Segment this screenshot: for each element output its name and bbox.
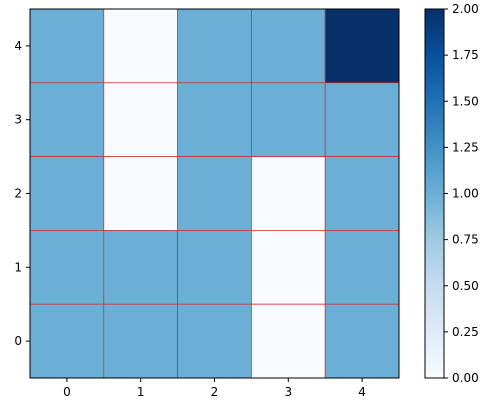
colorbar-tick-label: 0.00 — [452, 371, 479, 385]
x-tick-label: 3 — [284, 385, 292, 399]
heatmap-cell — [177, 230, 252, 305]
heatmap-cell — [324, 156, 400, 231]
heatmap-cell — [324, 230, 400, 305]
heatmap-cell — [324, 82, 400, 157]
heatmap-cell — [177, 82, 252, 157]
heatmap-cell — [251, 303, 326, 379]
heatmap-cell — [324, 8, 400, 84]
heatmap-cell — [103, 303, 178, 379]
heatmap-cell — [103, 82, 178, 157]
heatmap-cell — [251, 8, 326, 84]
y-tick-label: 3 — [14, 113, 22, 127]
heatmap-cell — [177, 156, 252, 231]
heatmap-cell — [29, 156, 105, 231]
heatmap-cell — [103, 230, 178, 305]
colorbar — [424, 8, 445, 379]
colorbar-tick-label: 2.00 — [452, 2, 479, 16]
heatmap-cell — [103, 8, 178, 84]
colorbar-tick-label: 1.50 — [452, 94, 479, 108]
heatmap-cells — [29, 8, 400, 379]
y-tick-label: 4 — [14, 39, 22, 53]
x-tick-label: 1 — [137, 385, 145, 399]
heatmap-cell — [177, 8, 252, 84]
y-tick-label: 0 — [14, 334, 22, 348]
colorbar-tick-label: 0.25 — [452, 325, 479, 339]
colorbar-tick-label: 1.25 — [452, 140, 479, 154]
heatmap-cell — [29, 230, 105, 305]
heatmap-cell — [29, 82, 105, 157]
x-tick-label: 4 — [358, 385, 366, 399]
heatmap-cell — [103, 156, 178, 231]
x-tick-label: 0 — [63, 385, 71, 399]
y-tick-label: 1 — [14, 260, 22, 274]
heatmap-cell — [29, 8, 105, 84]
y-tick-label: 2 — [14, 187, 22, 201]
x-tick-label: 2 — [211, 385, 219, 399]
x-axis-ticks: 0 1 2 3 4 — [63, 378, 366, 399]
heatmap-cell — [251, 230, 326, 305]
colorbar-tick-label: 1.75 — [452, 48, 479, 62]
y-axis-ticks: 0 1 2 3 4 — [14, 39, 30, 348]
heatmap-cell — [324, 303, 400, 379]
heatmap-cell — [251, 156, 326, 231]
heatmap-cell — [177, 303, 252, 379]
heatmap-cell — [29, 303, 105, 379]
colorbar-ticks: 0.00 0.25 0.50 0.75 1.00 1.25 1.50 1.75 2.00 — [444, 2, 479, 385]
colorbar-tick-label: 0.75 — [452, 233, 479, 247]
colorbar-tick-label: 1.00 — [452, 187, 479, 201]
heatmap-cell — [251, 82, 326, 157]
colorbar-tick-label: 0.50 — [452, 279, 479, 293]
